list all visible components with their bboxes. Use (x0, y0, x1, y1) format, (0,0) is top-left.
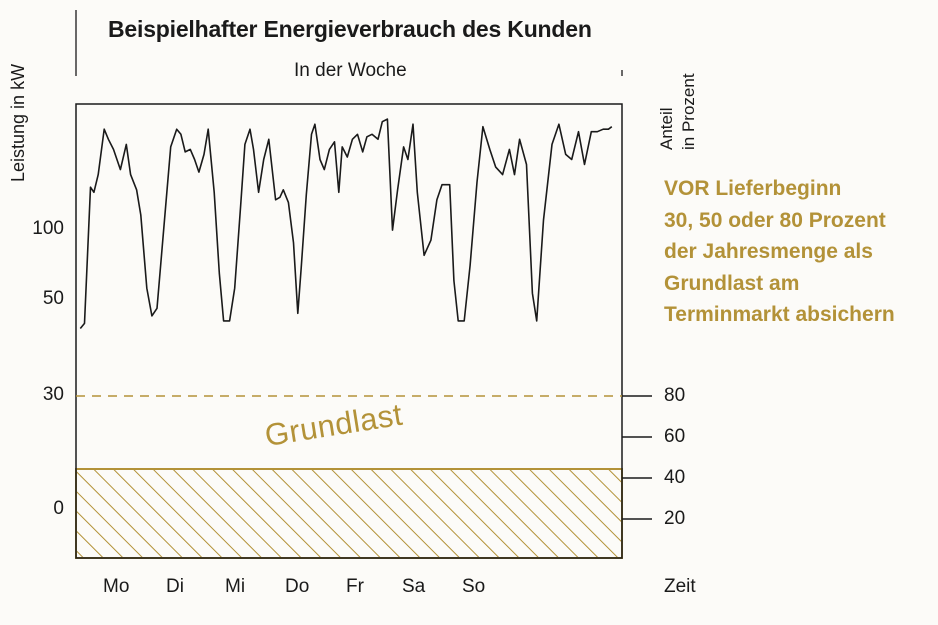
y2-tick-label-40: 40 (664, 467, 686, 488)
y2-axis-label-line-1: Anteil (657, 107, 676, 150)
plot-frame (75, 103, 623, 559)
base-load-hatched-area (75, 468, 623, 559)
y-tick-label-30: 30 (42, 384, 64, 405)
chart-subtitle: In der Woche (294, 60, 407, 81)
y2-tick-label-60: 60 (664, 426, 686, 447)
y2-tick-label-20: 20 (664, 508, 686, 529)
x-tick-label-di: Di (166, 576, 184, 597)
y2-axis-label: Anteil in Prozent (656, 73, 700, 150)
chart-title: Beispielhafter Energieverbrauch des Kund… (108, 16, 592, 42)
annotation-note: VOR Lieferbeginn 30, 50 oder 80 Prozent … (664, 173, 934, 331)
y-axis-label: Leistung in kW (8, 63, 28, 182)
x-axis-label: Zeit (664, 576, 696, 597)
x-tick-label-mi: Mi (225, 576, 246, 597)
x-tick-label-fr: Fr (346, 576, 364, 597)
x-tick-label-do: Do (285, 576, 310, 597)
x-tick-label-so: So (462, 576, 486, 597)
y2-tick-label-80: 80 (664, 385, 686, 406)
x-tick-label-mo: Mo (103, 576, 130, 597)
y-tick-label-100: 100 (32, 218, 64, 239)
x-tick-label-sa: Sa (402, 576, 426, 597)
consumption-series-line (79, 118, 613, 330)
note-line-2: 30, 50 oder 80 Prozent (664, 208, 886, 232)
right-axis-ticks (622, 395, 652, 520)
y2-axis-label-line-2: in Prozent (679, 73, 698, 150)
series-layer (79, 118, 613, 330)
note-line-3: der Jahresmenge als (664, 240, 873, 263)
y-tick-label-50: 50 (42, 288, 64, 309)
note-line-4: Grundlast am (664, 271, 800, 295)
note-line-5: Terminmarkt absichern (664, 303, 895, 326)
y-tick-label-0: 0 (53, 498, 64, 519)
note-line-1: VOR Lieferbeginn (664, 177, 842, 200)
